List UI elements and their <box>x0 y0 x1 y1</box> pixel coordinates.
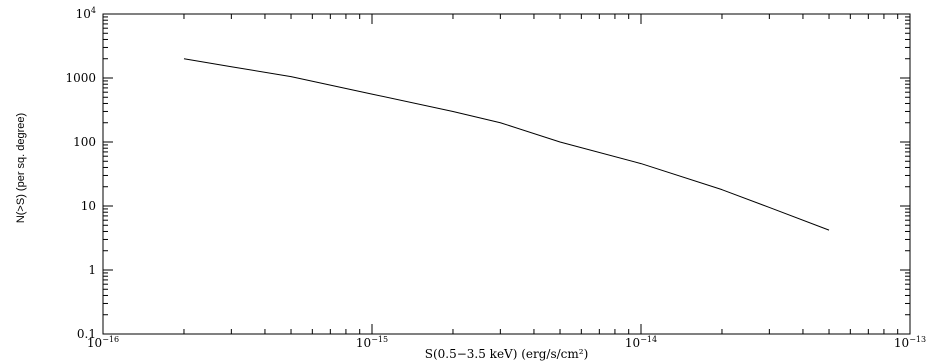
y-tick-label: 0.1 <box>77 327 96 341</box>
series-layer <box>183 58 830 231</box>
tick-labels: 10−16 10−15 10−14 10−13 0.1 1 10 100 1000 104 <box>65 6 926 350</box>
y-tick-label: 10 <box>81 199 96 213</box>
y-tick-label: 100 <box>73 135 96 149</box>
y-tick-label: 104 <box>76 6 96 21</box>
x-tick-label: 10−13 <box>894 335 926 350</box>
y-tick-label: 1000 <box>65 71 96 85</box>
x-tick-label: 10−14 <box>625 335 657 350</box>
x-tick-label: 10−16 <box>87 335 119 350</box>
series-line <box>183 58 830 231</box>
plot-frame <box>102 13 911 335</box>
y-axis-label: N(>S) (per sq. degree) <box>15 113 27 223</box>
y-tick-label: 1 <box>88 263 96 277</box>
x-axis-label: S(0.5−3.5 keV) (erg/s/cm²) <box>425 347 589 361</box>
x-tick-label: 10−15 <box>356 335 388 350</box>
tick-marks <box>102 13 911 335</box>
